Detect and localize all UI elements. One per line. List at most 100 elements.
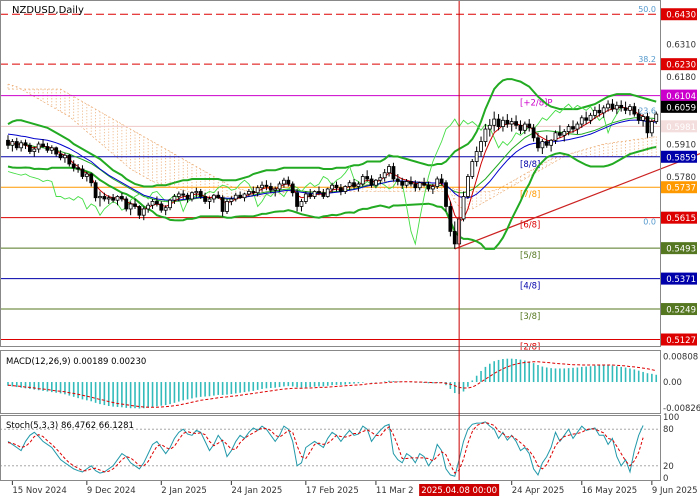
price-axis-label: 0.6230 [666, 61, 696, 71]
candle-body [312, 191, 317, 197]
candle-body [63, 154, 67, 159]
date-axis-label: 15 Nov 2024 [12, 486, 66, 496]
candle-body [133, 203, 137, 207]
candle-body [606, 103, 610, 109]
stoch-axis-label: 80 [663, 425, 674, 435]
chikou-span [7, 103, 622, 246]
price-axis-label: 0.5615 [666, 214, 696, 224]
candle-body [448, 206, 453, 232]
candle-body [14, 141, 19, 149]
price-axis-label: 0.6059 [666, 103, 696, 113]
candle-body [352, 182, 356, 187]
candle-body [584, 117, 589, 121]
macd-axis-label: 0.00808 [663, 353, 698, 363]
macd-panel[interactable] [7, 358, 658, 409]
candle-body [404, 181, 409, 186]
candle-body [562, 131, 567, 136]
candle-body [225, 201, 229, 212]
price-axis-label: 0.6180 [666, 73, 696, 83]
bollinger-upper [7, 78, 657, 188]
candle-body [286, 179, 291, 185]
candle-body [6, 139, 10, 146]
candle-body [98, 196, 102, 199]
candle-body [501, 119, 505, 127]
price-label-bg [661, 8, 697, 21]
candle-body [41, 143, 45, 147]
murrey-label: [2/8] [520, 343, 540, 353]
candle-body [452, 231, 457, 245]
candle-body [382, 172, 387, 179]
price-axis-label: 0.6430 [666, 11, 696, 21]
murrey-label: [3/8] [520, 312, 540, 322]
candle-body [242, 193, 247, 199]
candle-body [71, 163, 76, 169]
candle-body [308, 193, 313, 197]
candle-body [544, 141, 549, 146]
price-axis-label: 0.5371 [666, 275, 696, 285]
candle-body [628, 106, 632, 111]
date-axis-label: 9 Dec 2024 [87, 486, 136, 496]
candle-body [632, 106, 637, 115]
stochastic-panel[interactable] [0, 421, 660, 477]
candle-body [619, 104, 624, 109]
stoch-main-line [7, 421, 644, 477]
candle-body [531, 127, 536, 139]
date-axis-label: 24 Jan 2025 [231, 486, 282, 496]
candle-body [654, 113, 659, 122]
candle-body [111, 197, 116, 201]
candle-body [102, 196, 107, 200]
candle-body [190, 192, 194, 200]
candle-body [264, 184, 269, 187]
murrey-label: [4/8] [520, 282, 540, 292]
candle-body [106, 197, 111, 200]
candle-body [575, 123, 580, 130]
candle-body [238, 194, 243, 199]
candle-body [610, 103, 615, 110]
candle-body [374, 179, 378, 186]
price-label-bg [661, 333, 697, 346]
candle-body [588, 114, 593, 121]
murrey-label: [+2/8]P [520, 99, 553, 109]
candle-body [557, 132, 562, 136]
candle-body [444, 182, 448, 207]
candle-body [58, 153, 63, 159]
cursor-date-label: 2025.04.08 00:00 [421, 486, 497, 496]
candle-body [128, 203, 133, 210]
candle-body [159, 203, 164, 211]
candle-body [430, 186, 435, 190]
macd-signal-line [7, 361, 657, 408]
candle-body [255, 187, 260, 194]
price-axis-label: 0.5249 [666, 306, 696, 316]
candle-body [330, 184, 335, 190]
fibo-label: 50.0 [638, 5, 656, 14]
stoch-axis-label: 100 [663, 413, 679, 423]
stoch-axis-label: 20 [663, 462, 674, 472]
price-label-bg [661, 150, 697, 163]
candle-body [593, 109, 597, 116]
price-label-bg [661, 303, 697, 316]
stoch-signal-line [7, 421, 644, 474]
candle-body [387, 166, 391, 174]
price-panel[interactable]: [+2/8]P [8/8] [7/8] [6/8] [5/8] [4/8] [3/8] [2/… [0, 5, 700, 353]
candle-body [115, 196, 120, 201]
candle-body [207, 198, 212, 202]
date-axis-label: 16 May 2025 [582, 486, 637, 496]
candle-body [273, 188, 278, 191]
candle-body [80, 168, 85, 177]
candle-body [150, 201, 155, 206]
candle-body [623, 107, 628, 111]
candle-body [514, 121, 518, 126]
candle-body [141, 208, 146, 216]
candle-body [579, 117, 584, 125]
candle-body [185, 194, 190, 200]
price-panel-frame [0, 0, 661, 347]
candle-body [334, 184, 339, 189]
candle-body [413, 183, 418, 189]
candle-body [391, 166, 396, 180]
candle-body [211, 194, 216, 200]
candle-body [522, 123, 527, 131]
candle-body [93, 182, 98, 199]
